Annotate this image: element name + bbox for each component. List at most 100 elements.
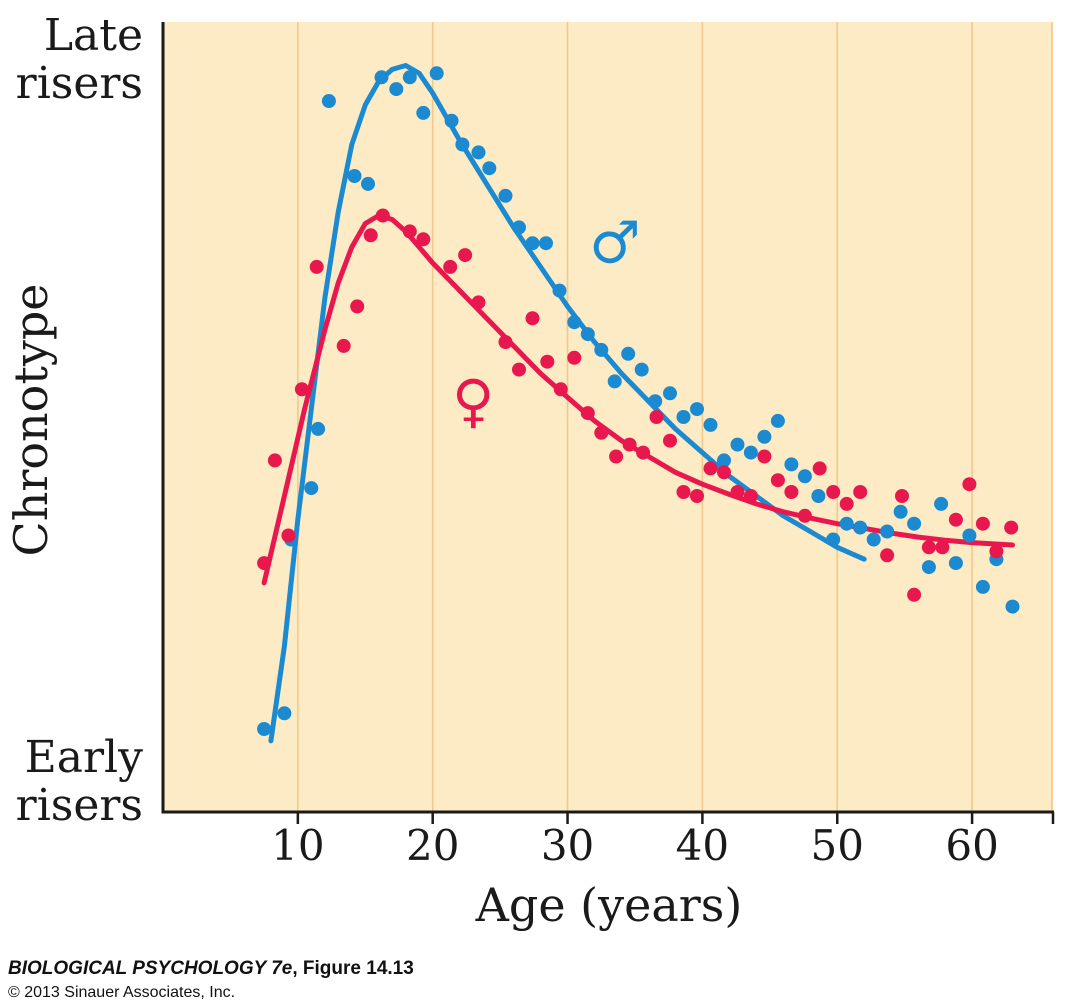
female-point-5 — [336, 338, 351, 353]
male-point-11 — [416, 105, 431, 120]
female-point-2 — [281, 528, 296, 543]
female-point-8 — [375, 208, 390, 223]
male-point-45 — [880, 524, 895, 539]
female-point-22 — [609, 449, 624, 464]
female-point-27 — [676, 485, 691, 499]
x-axis-title: Age (years) — [475, 878, 743, 932]
female-point-47 — [962, 477, 977, 492]
female-point-3 — [294, 382, 309, 397]
male-point-44 — [866, 532, 881, 547]
male-point-40 — [811, 489, 826, 503]
y-axis-title: Chronotype — [4, 284, 58, 557]
female-point-38 — [826, 485, 841, 499]
female-point-35 — [784, 485, 799, 499]
male-point-54 — [1005, 599, 1020, 614]
male-point-3 — [304, 481, 319, 496]
figure-caption-title: BIOLOGICAL PSYCHOLOGY 7e, Figure 14.13 — [8, 958, 414, 980]
male-point-28 — [648, 394, 663, 409]
female-point-13 — [471, 295, 486, 310]
male-point-23 — [580, 327, 595, 342]
x-tick-label-20: 20 — [406, 821, 459, 870]
male-point-5 — [321, 94, 336, 108]
x-tick-label-10: 10 — [271, 821, 324, 870]
female-point-42 — [895, 489, 909, 503]
male-point-13 — [444, 113, 459, 128]
fit-curve-male — [268, 63, 867, 744]
female-point-41 — [880, 548, 895, 563]
female-point-24 — [636, 445, 651, 460]
male-point-51 — [962, 528, 977, 543]
female-point-7 — [363, 228, 378, 243]
male-point-16 — [482, 161, 497, 176]
male-point-36 — [757, 429, 772, 444]
female-point-0 — [257, 556, 272, 571]
female-point-44 — [921, 540, 936, 555]
male-point-12 — [429, 66, 444, 81]
female-point-46 — [948, 512, 963, 527]
male-point-37 — [770, 413, 785, 428]
male-point-49 — [934, 496, 949, 511]
male-point-18 — [512, 220, 526, 235]
male-point-22 — [567, 315, 582, 330]
female-point-6 — [350, 299, 365, 314]
y-top-label-line2: risers — [16, 58, 143, 109]
male-point-24 — [594, 342, 609, 357]
female-point-33 — [757, 449, 772, 464]
female-point-32 — [743, 489, 758, 503]
female-point-10 — [416, 232, 431, 247]
male-point-30 — [676, 410, 691, 424]
male-point-46 — [893, 504, 908, 519]
male-point-10 — [402, 70, 417, 85]
plot-background — [163, 22, 1053, 812]
male-point-27 — [634, 362, 649, 377]
male-point-42 — [839, 516, 854, 531]
male-point-21 — [552, 283, 567, 298]
female-point-19 — [567, 350, 582, 365]
male-point-39 — [797, 469, 812, 484]
male-point-17 — [498, 188, 513, 203]
male-point-52 — [975, 579, 990, 594]
chronotype-chart: 10 20 30 40 50 60 Late risers Early risers Ch… — [4, 10, 1055, 932]
female-point-11 — [443, 259, 458, 274]
x-tick-label-60: 60 — [945, 821, 998, 870]
male-point-43 — [853, 520, 868, 535]
female-point-12 — [458, 248, 473, 263]
x-tick-label-40: 40 — [676, 821, 729, 870]
copyright-line: © 2013 Sinauer Associates, Inc. — [8, 984, 236, 1001]
female-point-48 — [975, 516, 990, 531]
x-tick-label-30: 30 — [541, 821, 594, 870]
male-point-41 — [826, 532, 841, 547]
female-point-30 — [717, 465, 731, 480]
female-point-23 — [622, 437, 637, 452]
female-point-17 — [540, 354, 555, 369]
female-point-39 — [839, 496, 854, 511]
female-point-37 — [812, 461, 827, 476]
male-point-26 — [621, 346, 636, 361]
female-point-21 — [594, 425, 609, 440]
x-ticks: 10 20 30 40 50 60 — [271, 812, 1055, 870]
female-point-20 — [580, 406, 595, 421]
female-point-31 — [730, 485, 745, 499]
male-point-4 — [311, 421, 326, 436]
female-point-50 — [1004, 520, 1019, 535]
male-point-8 — [374, 70, 389, 85]
male-symbol-label: ♂ — [589, 209, 641, 277]
male-point-35 — [743, 445, 758, 460]
male-point-50 — [948, 556, 963, 571]
female-point-34 — [770, 473, 785, 488]
male-point-38 — [784, 457, 799, 472]
male-point-6 — [347, 169, 362, 183]
female-point-43 — [907, 587, 922, 602]
female-point-45 — [935, 540, 950, 555]
male-point-25 — [607, 374, 622, 389]
female-point-14 — [498, 335, 513, 349]
female-point-29 — [703, 461, 718, 476]
figure-number: , Figure 14.13 — [292, 958, 414, 979]
male-point-14 — [455, 137, 470, 152]
female-point-25 — [649, 410, 664, 424]
male-point-0 — [257, 722, 272, 736]
data-points — [257, 66, 1020, 736]
female-point-4 — [309, 259, 324, 274]
male-point-33 — [717, 453, 731, 468]
male-point-34 — [730, 437, 745, 452]
